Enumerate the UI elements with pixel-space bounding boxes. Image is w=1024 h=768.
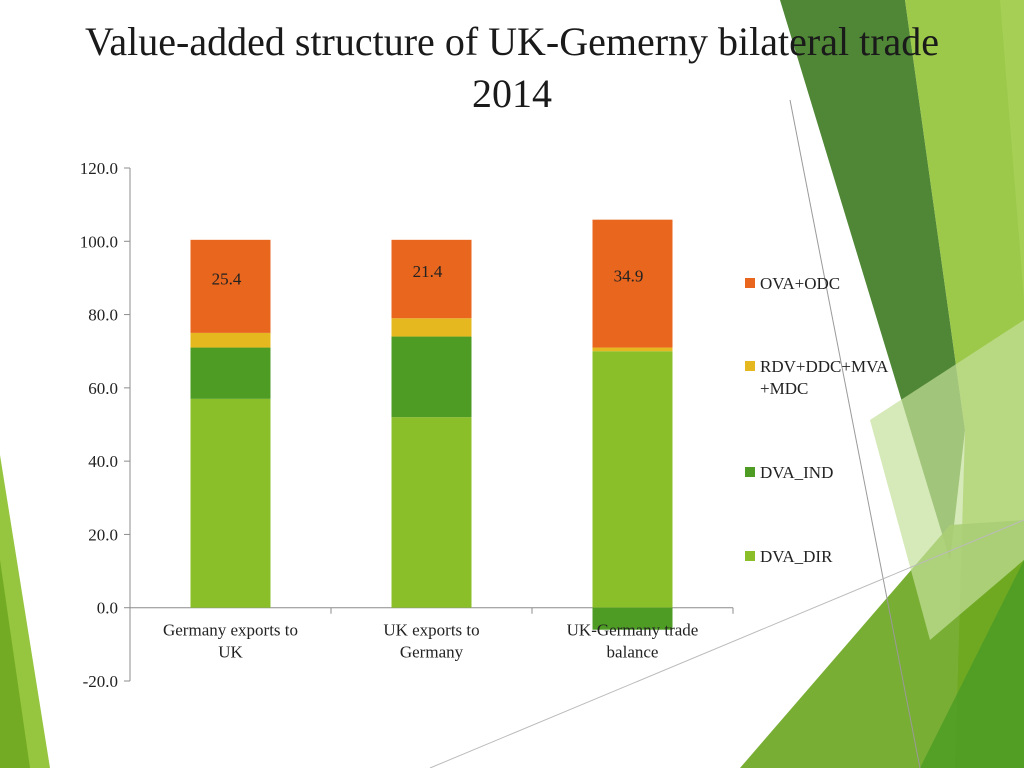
bar-dva-dir-1: [190, 398, 271, 608]
y-tick-label: 120.0: [80, 159, 118, 178]
legend-label: DVA_DIR: [760, 547, 833, 566]
category-label: balance: [607, 643, 659, 662]
slide-title: Value-added structure of UK-Gemerny bila…: [0, 16, 1024, 120]
bar-rdv-ddc-mva-mdc-1: [190, 332, 271, 348]
data-label: 25.4: [212, 269, 242, 288]
legend-label: DVA_IND: [760, 463, 833, 482]
legend-label: +MDC: [760, 379, 808, 398]
data-label: 21.4: [413, 262, 443, 281]
bar-dva-ind-3: [592, 607, 673, 630]
category-label: Germany exports to: [163, 621, 298, 640]
y-tick-label: 20.0: [88, 525, 118, 544]
bar-rdv-ddc-mva-mdc-2: [391, 318, 472, 337]
bar-ova-odc-2: [391, 239, 472, 319]
slide-title-line-2: 2014: [472, 71, 552, 116]
category-label: UK-Germany trade: [567, 621, 699, 640]
slide-title-line-1: Value-added structure of UK-Gemerny bila…: [84, 19, 940, 64]
category-label: Germany: [400, 643, 464, 662]
y-tick-label: 40.0: [88, 452, 118, 471]
legend-swatch: [745, 278, 755, 288]
bar-rdv-ddc-mva-mdc-3: [592, 347, 673, 352]
legend-label: OVA+ODC: [760, 274, 840, 293]
bar-dva-dir-2: [391, 417, 472, 608]
bar-dva-dir-3: [592, 351, 673, 608]
bar-dva-ind-1: [190, 347, 271, 399]
data-label: 34.9: [614, 267, 644, 286]
category-label: UK: [218, 643, 243, 662]
category-label: UK exports to: [383, 621, 479, 640]
y-tick-label: 0.0: [97, 599, 118, 618]
y-tick-label: 100.0: [80, 232, 118, 251]
y-tick-label: -20.0: [83, 672, 118, 691]
legend-label: RDV+DDC+MVA: [760, 357, 889, 376]
bar-ova-odc-1: [190, 239, 271, 333]
bar-dva-ind-2: [391, 336, 472, 418]
y-tick-label: 60.0: [88, 379, 118, 398]
y-tick-label: 80.0: [88, 306, 118, 325]
legend-swatch: [745, 467, 755, 477]
legend-swatch: [745, 361, 755, 371]
bar-ova-odc-3: [592, 219, 673, 348]
legend-swatch: [745, 551, 755, 561]
